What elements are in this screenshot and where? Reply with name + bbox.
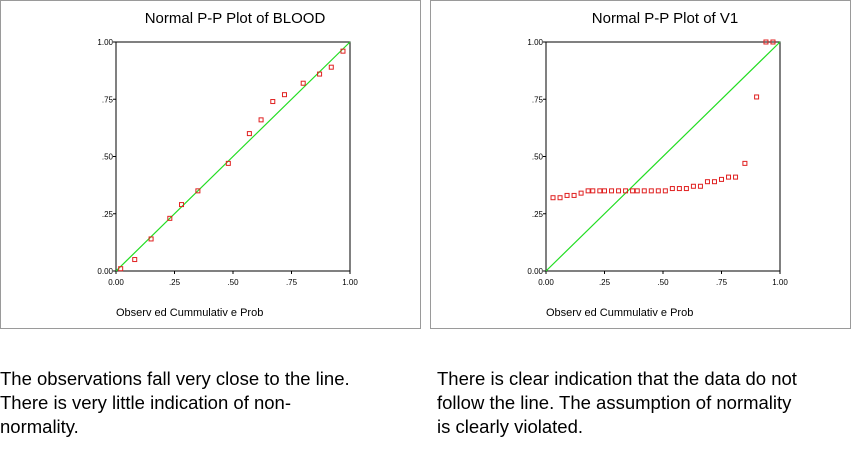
- data-point: [742, 160, 748, 166]
- data-point: [281, 92, 287, 98]
- data-point: [571, 192, 577, 198]
- chart-title: Normal P-P Plot of BLOOD: [145, 10, 326, 27]
- data-point: [648, 188, 654, 194]
- caption-line: is clearly violated.: [437, 416, 584, 437]
- y-tick-label: .25: [532, 210, 544, 219]
- data-point: [616, 188, 622, 194]
- x-tick-label: .25: [599, 278, 611, 287]
- x-tick-label: .50: [227, 278, 239, 287]
- data-point: [258, 117, 264, 123]
- x-axis-label: Observ ed Cummulativ e Prob: [116, 307, 263, 319]
- data-point: [270, 99, 276, 105]
- data-point: [641, 188, 647, 194]
- y-tick-label: .75: [532, 95, 544, 104]
- data-point: [697, 183, 703, 189]
- x-axis-label: Observ ed Cummulativ e Prob: [546, 307, 693, 319]
- data-point: [655, 188, 661, 194]
- caption-line: There is very little indication of non-: [0, 392, 291, 413]
- x-tick-label: .25: [169, 278, 181, 287]
- data-point: [602, 188, 607, 194]
- y-tick-label: 0.00: [527, 267, 543, 276]
- data-point: [564, 192, 570, 198]
- data-point: [590, 188, 596, 194]
- x-tick-label: 1.00: [772, 278, 788, 287]
- x-tick-label: 0.00: [108, 278, 124, 287]
- caption-line: follow the line. The assumption of norma…: [437, 392, 792, 413]
- data-point: [704, 179, 710, 185]
- data-point: [669, 186, 675, 192]
- caption-v1: There is clear indication that the data …: [437, 367, 851, 439]
- reference-line: [115, 41, 351, 272]
- x-tick-label: 1.00: [342, 278, 358, 287]
- data-point: [179, 202, 185, 208]
- data-point: [754, 94, 760, 100]
- x-tick-label: .50: [657, 278, 669, 287]
- data-point: [662, 188, 668, 194]
- pp-plot-v1-panel: Normal P-P Plot of V1 0.00 .25 .50 .75 1.00 0.…: [430, 0, 851, 329]
- data-point: [623, 188, 629, 194]
- y-tick-label: .50: [102, 153, 114, 162]
- y-tick-label: .50: [532, 153, 544, 162]
- x-tick-label: 0.00: [538, 278, 554, 287]
- data-point: [676, 186, 682, 192]
- y-tick-label: 1.00: [527, 38, 543, 47]
- data-point: [690, 183, 696, 189]
- caption-blood: The observations fall very close to the …: [0, 367, 420, 439]
- data-point: [634, 188, 640, 194]
- caption-line: The observations fall very close to the …: [0, 368, 350, 389]
- data-point: [557, 195, 563, 201]
- pp-plot-blood-panel: Normal P-P Plot of BLOOD 0.00 .25 .50 .75 1.0…: [0, 0, 421, 329]
- caption-line: normality.: [0, 416, 79, 437]
- data-point: [711, 179, 717, 185]
- y-tick-label: 0.00: [97, 267, 113, 276]
- pp-plot-blood-chart: Normal P-P Plot of BLOOD 0.00 .25 .50 .75 1.0…: [97, 10, 358, 319]
- x-tick-label: .75: [716, 278, 728, 287]
- data-point: [328, 64, 334, 70]
- data-point: [763, 39, 769, 45]
- data-point: [630, 188, 636, 194]
- chart-title: Normal P-P Plot of V1: [592, 10, 738, 27]
- y-tick-label: 1.00: [97, 38, 113, 47]
- data-point: [300, 80, 306, 86]
- data-point: [167, 215, 173, 221]
- data-point: [585, 188, 591, 194]
- data-point: [148, 236, 154, 242]
- data-point: [195, 188, 201, 194]
- data-point: [118, 266, 124, 272]
- data-point: [609, 188, 615, 194]
- y-tick-label: .25: [102, 210, 114, 219]
- data-point: [246, 131, 252, 137]
- data-point: [770, 39, 776, 45]
- data-point: [719, 176, 724, 182]
- data-point: [225, 160, 231, 166]
- data-point: [733, 174, 739, 180]
- reference-line: [545, 41, 781, 272]
- data-point: [726, 174, 732, 180]
- caption-line: There is clear indication that the data …: [437, 368, 797, 389]
- data-point: [550, 195, 556, 201]
- data-point: [597, 188, 603, 194]
- y-tick-label: .75: [102, 95, 114, 104]
- data-point: [317, 71, 323, 77]
- data-point: [132, 257, 138, 263]
- pp-plot-v1-chart: Normal P-P Plot of V1 0.00 .25 .50 .75 1.00 0.…: [527, 10, 788, 319]
- data-point: [578, 190, 584, 196]
- data-point: [340, 48, 346, 54]
- data-point: [683, 186, 689, 192]
- x-tick-label: .75: [286, 278, 298, 287]
